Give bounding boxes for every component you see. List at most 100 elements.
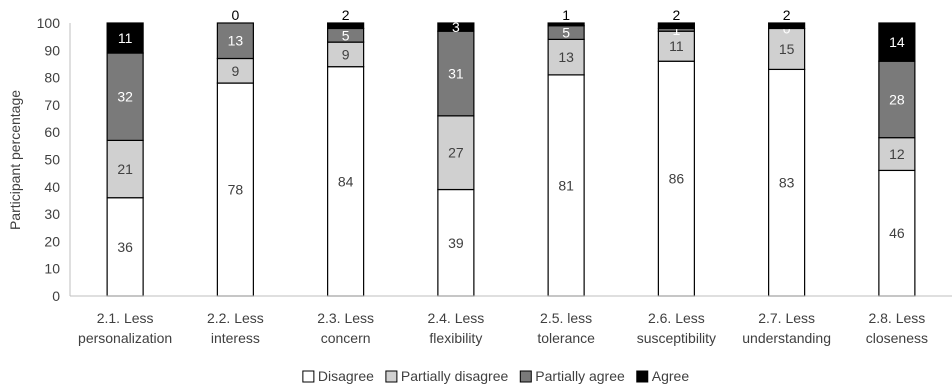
y-tick-label: 70 bbox=[44, 97, 60, 113]
data-label: 1 bbox=[672, 22, 680, 38]
data-label: 28 bbox=[889, 91, 905, 107]
data-label: 36 bbox=[117, 239, 133, 255]
data-label: 3 bbox=[452, 19, 460, 35]
bar-segment-agree bbox=[878, 22, 916, 62]
legend-item: Partially disagree bbox=[385, 368, 509, 384]
y-tick-label: 50 bbox=[44, 152, 60, 168]
legend-label: Disagree bbox=[318, 368, 374, 384]
x-tick-label: flexibility bbox=[429, 330, 482, 346]
bar-segment-partially-disagree bbox=[437, 115, 475, 191]
bar-segment-partially-disagree bbox=[547, 38, 585, 76]
x-axis: 2.1. Less personalization 2.2. Less interes… bbox=[70, 295, 952, 346]
bar-segment-agree bbox=[657, 22, 695, 30]
data-label: 11 bbox=[669, 38, 684, 54]
bar-segment-disagree bbox=[547, 74, 585, 297]
y-tick-label: 0 bbox=[52, 288, 60, 304]
data-label: 9 bbox=[342, 46, 350, 62]
bar-stack: 46 12 28 14 bbox=[878, 22, 916, 297]
x-tick-label: 2.3. Less bbox=[317, 310, 374, 326]
x-tick-label: tolerance bbox=[537, 330, 595, 346]
bar-stack: 39 27 31 3 bbox=[437, 19, 475, 297]
legend-swatch bbox=[385, 370, 398, 383]
y-tick-label: 100 bbox=[37, 15, 61, 31]
x-tick-label: 2.6. Less bbox=[648, 310, 705, 326]
y-axis: 0 10 20 30 40 50 60 70 80 90 100 bbox=[37, 15, 71, 304]
bar-segment-partially-disagree bbox=[216, 57, 254, 84]
x-tick-label: concern bbox=[321, 330, 371, 346]
data-label: 5 bbox=[342, 27, 350, 43]
data-label: 13 bbox=[558, 49, 574, 65]
bar-stack: 831502 bbox=[768, 7, 806, 297]
data-label: 84 bbox=[338, 173, 354, 189]
legend-item: Disagree bbox=[302, 368, 374, 384]
bar-stack: 36 21 32 11 bbox=[106, 22, 144, 297]
legend-label: Partially disagree bbox=[401, 368, 509, 384]
x-tick-label: 2.7. Less bbox=[758, 310, 815, 326]
y-tick-label: 30 bbox=[44, 206, 60, 222]
data-label: 81 bbox=[558, 177, 574, 193]
bars: 36 21 32 11 78 9 13 0 84 9 5 2 39 27 31 3 81 13 5 1 86 11 12 83… bbox=[106, 7, 916, 297]
x-tick-label: interess bbox=[211, 330, 260, 346]
data-label: 2 bbox=[342, 7, 350, 23]
bar-segment-partially-disagree bbox=[878, 137, 916, 172]
data-label: 39 bbox=[448, 235, 464, 251]
bar-segment-agree bbox=[547, 22, 585, 27]
bar-segment-disagree bbox=[216, 82, 254, 297]
x-tick-label: closeness bbox=[866, 330, 928, 346]
legend-swatch bbox=[519, 370, 532, 383]
data-label: 0 bbox=[231, 7, 239, 23]
data-label: 46 bbox=[889, 225, 905, 241]
legend-label: Agree bbox=[652, 368, 690, 384]
y-tick-label: 60 bbox=[44, 124, 60, 140]
y-tick-label: 20 bbox=[44, 233, 60, 249]
x-tick-label: understanding bbox=[742, 330, 831, 346]
data-label: 5 bbox=[562, 25, 570, 41]
bar-segment-agree bbox=[327, 22, 365, 30]
data-label: 12 bbox=[889, 146, 905, 162]
bar-segment-partially-disagree bbox=[768, 27, 806, 71]
legend-label: Partially agree bbox=[535, 368, 625, 384]
bar-stack: 81 13 5 1 bbox=[547, 7, 585, 297]
y-tick-label: 10 bbox=[44, 261, 60, 277]
x-tick-label: personalization bbox=[78, 330, 172, 346]
bar-segment-agree bbox=[437, 22, 475, 32]
x-tick-label: 2.5. less bbox=[540, 310, 592, 326]
bar-segment-disagree bbox=[878, 169, 916, 297]
data-label: 86 bbox=[669, 171, 685, 187]
bar-segment-partially-disagree bbox=[327, 41, 365, 68]
legend-swatch bbox=[636, 370, 649, 383]
data-label: 27 bbox=[448, 145, 464, 161]
bar-stack: 84 9 5 2 bbox=[327, 7, 365, 297]
y-tick-label: 40 bbox=[44, 179, 60, 195]
y-tick-label: 80 bbox=[44, 70, 60, 86]
x-tick-label: 2.4. Less bbox=[427, 310, 484, 326]
data-label: 13 bbox=[228, 33, 244, 49]
bar-segment-disagree bbox=[327, 66, 365, 297]
bar-segment-agree bbox=[768, 22, 806, 30]
bar-segment-partially-disagree bbox=[106, 139, 144, 199]
data-label: 11 bbox=[118, 30, 133, 46]
data-label: 9 bbox=[231, 63, 239, 79]
bar-segment-partially-disagree bbox=[657, 30, 695, 62]
bar-segment-partially-agree bbox=[216, 22, 254, 60]
x-tick-label: 2.8. Less bbox=[868, 310, 925, 326]
legend-item: Agree bbox=[636, 368, 690, 384]
x-tick-label: 2.2. Less bbox=[207, 310, 264, 326]
legend-swatch bbox=[302, 370, 315, 383]
data-label: 78 bbox=[228, 182, 244, 198]
bar-stack: 78 9 13 0 bbox=[216, 7, 254, 297]
bar-segment-agree bbox=[106, 22, 144, 54]
data-label: 83 bbox=[779, 175, 795, 191]
data-label: 21 bbox=[117, 161, 133, 177]
y-axis-label: Participant percentage bbox=[7, 90, 23, 230]
x-tick-label: 2.1. Less bbox=[97, 310, 154, 326]
bar-segment-partially-agree bbox=[437, 30, 475, 117]
y-tick-label: 90 bbox=[44, 42, 60, 58]
legend-item: Partially agree bbox=[519, 368, 625, 384]
data-label: 31 bbox=[448, 66, 464, 82]
bar-segment-disagree bbox=[657, 60, 695, 297]
x-tick-label: susceptibility bbox=[637, 330, 716, 346]
data-label: 32 bbox=[117, 89, 133, 105]
